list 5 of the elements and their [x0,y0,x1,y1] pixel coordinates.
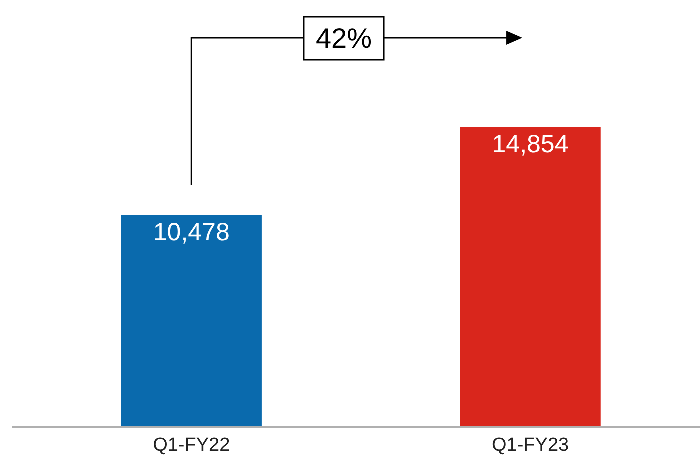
x-tick-label: Q1-FY23 [492,434,570,456]
data-label: 10,478 [153,218,230,246]
x-tick-label: Q1-FY22 [153,434,230,456]
data-label: 14,854 [492,130,569,159]
text: 42% [316,23,372,54]
